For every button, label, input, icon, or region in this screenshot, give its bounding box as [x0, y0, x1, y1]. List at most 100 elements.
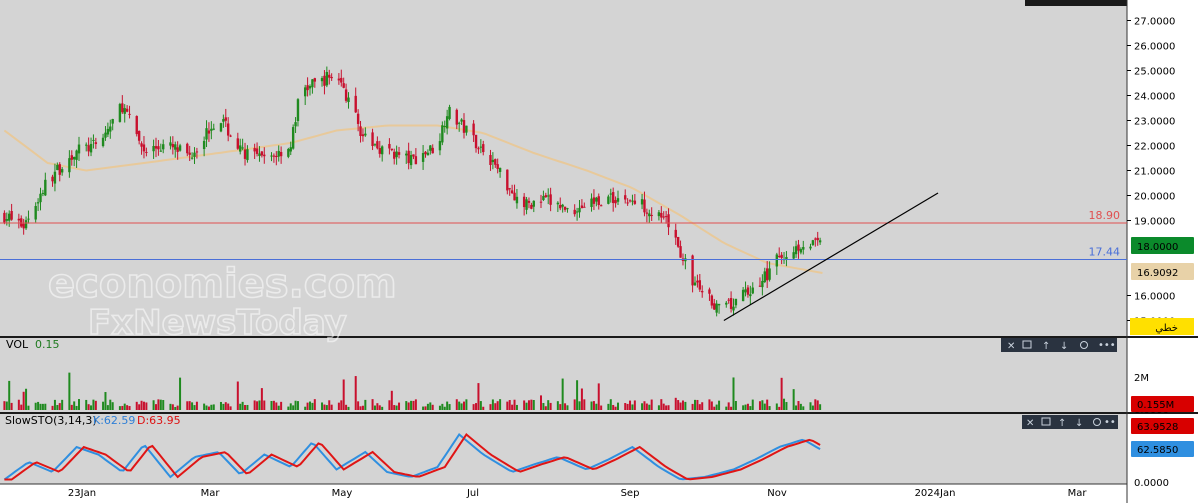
candle-body [373, 144, 377, 146]
volume-bar [426, 403, 429, 410]
close-icon[interactable]: ✕ [1026, 418, 1034, 429]
candle-body [287, 148, 290, 157]
settings-icon[interactable] [1093, 418, 1101, 426]
candle-body [667, 214, 670, 228]
candle-body [171, 144, 175, 148]
volume-bar [188, 401, 191, 410]
stoch-d-badge: 63.9528 [1137, 422, 1178, 433]
volume-bar [566, 405, 569, 410]
volume-bar [641, 403, 644, 410]
volume-bar [556, 401, 559, 410]
candle-body [614, 200, 617, 204]
volume-bar [157, 399, 160, 410]
candle-body [607, 196, 610, 204]
candle-body [407, 150, 410, 164]
volume-bar [624, 403, 627, 410]
candle-body [135, 116, 138, 135]
candle-body [296, 99, 300, 121]
move-down-icon[interactable]: ↓ [1075, 418, 1083, 429]
volume-bar [460, 403, 463, 410]
candle-body [814, 238, 817, 240]
volume-bar [241, 401, 244, 410]
volume-bar [713, 406, 716, 410]
candle-body [734, 298, 738, 306]
volume-bar [583, 399, 586, 410]
top-strip [1025, 0, 1127, 6]
candle-body [56, 164, 59, 171]
time-scale-background [0, 484, 1127, 503]
candle-body [525, 199, 528, 210]
volume-bar [78, 399, 80, 410]
candle-body [207, 130, 211, 134]
candle-body [109, 126, 112, 132]
volume-bar [152, 400, 155, 410]
candle-body [111, 119, 114, 124]
stochastic-layer [3, 433, 821, 481]
price-tick-label: 24.0000 [1134, 92, 1175, 103]
candle-body [445, 116, 449, 129]
candle-body [342, 83, 345, 88]
candle-body [323, 75, 326, 86]
volume-bar [592, 401, 595, 410]
stoch-axis-zero: 0.0000 [1134, 478, 1169, 489]
candle-body [308, 86, 312, 89]
volume-bar [472, 404, 475, 410]
candle-body [328, 74, 331, 78]
candle-body [460, 119, 463, 122]
candle-body [715, 303, 718, 313]
candle-body [592, 197, 596, 204]
volume-bar [179, 377, 182, 410]
candle-body [674, 229, 677, 238]
maximize-icon[interactable] [1022, 340, 1032, 349]
volume-panel-toolbar: ✕ ↑ ↓ ••• [1001, 338, 1117, 352]
volume-bar [684, 401, 687, 410]
candle-body [380, 146, 384, 155]
candle-body [128, 113, 131, 115]
candle-body [462, 120, 466, 133]
support-trendline [723, 192, 939, 322]
candle-body [159, 150, 163, 152]
move-up-icon[interactable]: ↑ [1042, 341, 1050, 352]
candle-body [152, 146, 155, 152]
volume-bar [544, 406, 547, 410]
candle-body [498, 167, 502, 172]
candle-body [162, 144, 165, 150]
volume-bar [499, 399, 502, 410]
candle-body [513, 192, 516, 201]
candle-body [599, 205, 603, 207]
move-down-icon[interactable]: ↓ [1060, 341, 1068, 352]
maximize-icon[interactable] [1041, 417, 1051, 426]
volume-bar [390, 390, 393, 410]
candle-body [142, 144, 146, 152]
candle-body [729, 298, 733, 309]
candle-body [580, 205, 584, 209]
price-tick-label: 23.0000 [1134, 117, 1175, 128]
volume-bar [590, 401, 593, 410]
candle-body [429, 145, 432, 151]
candle-body [5, 219, 9, 221]
volume-bar [506, 401, 509, 410]
volume-bar [323, 404, 326, 410]
candle-body [277, 150, 280, 157]
close-icon[interactable]: ✕ [1007, 341, 1015, 352]
candle-body [489, 154, 492, 166]
volume-bar [313, 399, 316, 410]
volume-bar [70, 404, 73, 410]
candle-body [85, 144, 88, 146]
volume-bar [785, 402, 788, 410]
move-up-icon[interactable]: ↑ [1058, 418, 1066, 429]
volume-bar [696, 399, 699, 410]
candle-body [272, 155, 276, 157]
settings-icon[interactable] [1080, 341, 1088, 349]
candle-body [36, 202, 40, 204]
more-icon[interactable]: •• [1104, 417, 1116, 428]
volume-bar [292, 405, 295, 410]
more-icon[interactable]: ••• [1098, 340, 1116, 351]
volume-bar [532, 400, 535, 410]
candle-body [556, 202, 560, 205]
candle-body [145, 151, 148, 153]
candle-body [330, 76, 333, 79]
volume-bar [73, 401, 76, 410]
volume-bar [244, 405, 247, 410]
volume-bar [645, 403, 648, 410]
